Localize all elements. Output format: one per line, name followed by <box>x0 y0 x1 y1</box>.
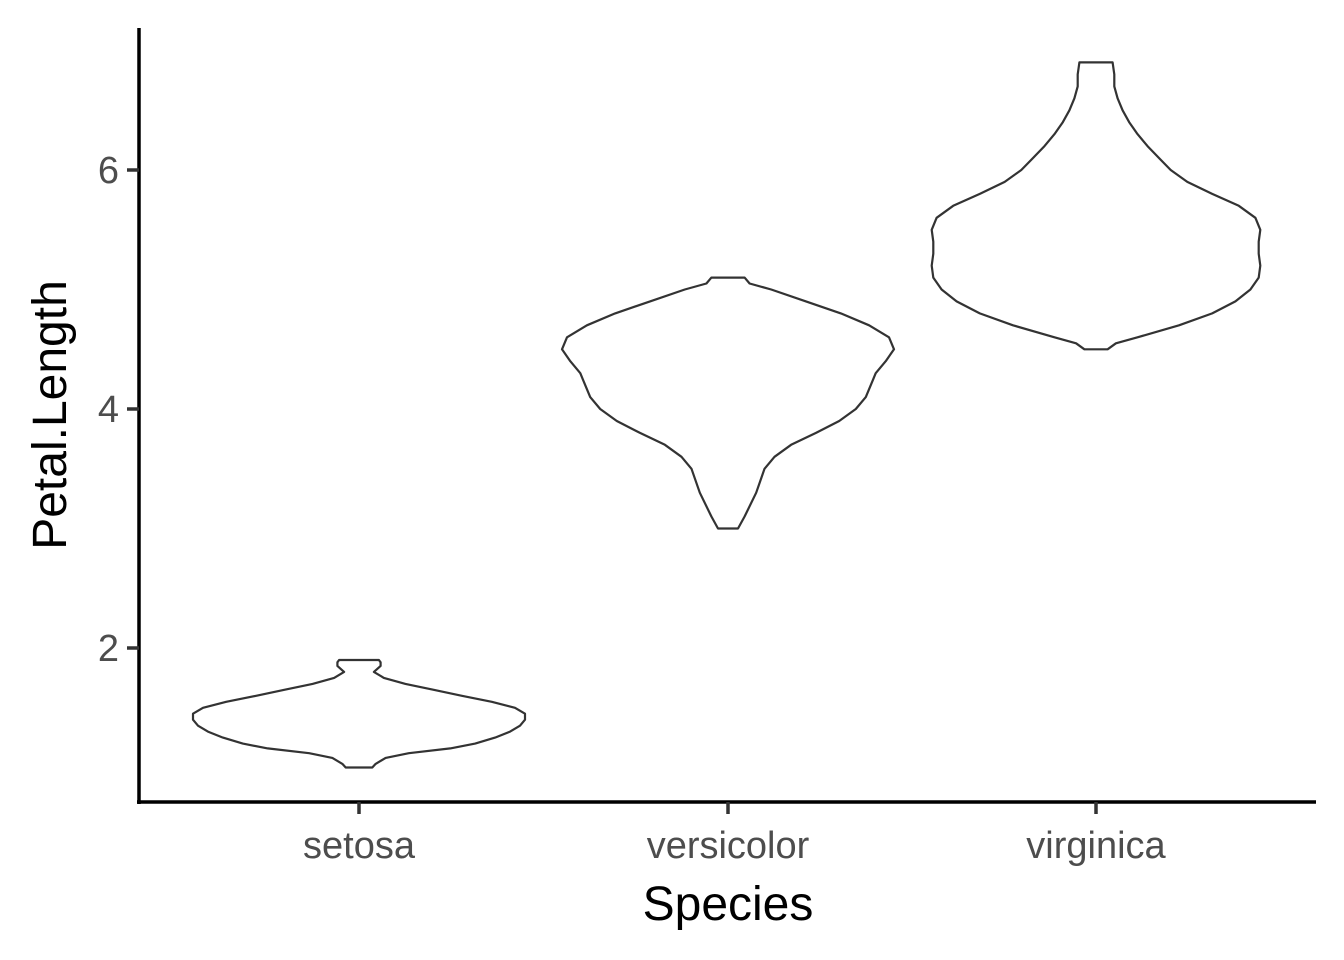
violin-setosa <box>191 658 527 769</box>
violin-versicolor <box>560 276 896 530</box>
y-ticks: 2 4 6 <box>98 150 139 670</box>
violin-virginica <box>930 61 1262 351</box>
y-tick-label: 6 <box>98 150 119 192</box>
y-tick-label: 2 <box>98 628 119 670</box>
violins-layer <box>191 61 1262 769</box>
x-axis-title: Species <box>643 878 814 931</box>
x-tick-label-setosa: setosa <box>303 825 416 867</box>
x-tick-label-versicolor: versicolor <box>647 825 810 867</box>
x-ticks: setosa versicolor virginica <box>303 802 1167 867</box>
x-tick-label-virginica: virginica <box>1026 825 1166 867</box>
y-axis-title: Petal.Length <box>24 280 77 550</box>
y-tick-label: 4 <box>98 389 119 431</box>
